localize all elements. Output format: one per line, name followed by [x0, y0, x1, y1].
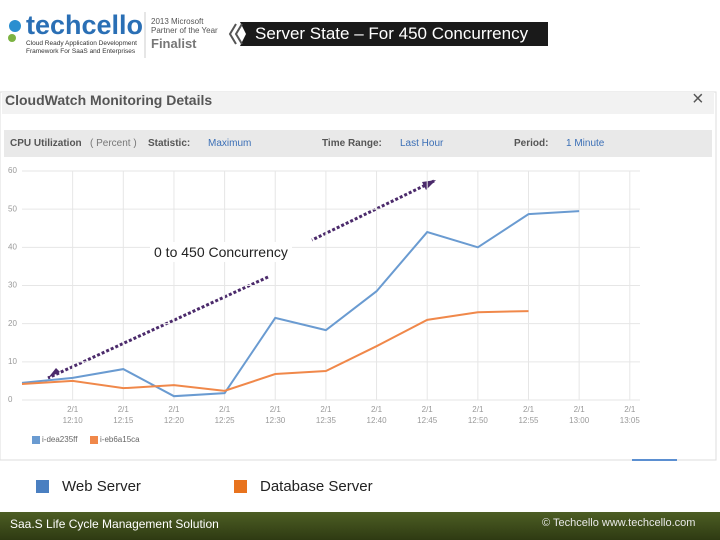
title-chevrons [228, 23, 243, 45]
annotation: 0 to 450 Concurrency [150, 242, 292, 262]
tagline: Cloud Ready Application Development Fram… [26, 40, 137, 55]
annotation-arrow [47, 179, 435, 380]
x-tick-label: 2/1 13:05 [619, 405, 640, 425]
x-tick-label: 2/1 12:45 [417, 405, 438, 425]
y-tick-label: 30 [8, 281, 17, 290]
footer-right: © Techcello www.techcello.com [542, 517, 696, 529]
y-tick-label: 20 [8, 319, 17, 328]
x-tick-label: 2/1 12:35 [315, 405, 336, 425]
chart-legend-swatch [90, 436, 98, 444]
x-tick-label: 2/1 12:15 [113, 405, 134, 425]
series-line [21, 210, 580, 398]
award: 2013 Microsoft Partner of the Year [151, 17, 218, 35]
legend-swatch [234, 480, 247, 493]
footer-bar [0, 512, 720, 540]
x-tick-label: 2/1 12:50 [467, 405, 488, 425]
toolbar [4, 130, 712, 157]
x-tick-label: 2/1 12:20 [163, 405, 184, 425]
x-tick-label: 2/1 13:00 [569, 405, 590, 425]
y-tick-label: 50 [8, 204, 17, 213]
logo-text: techcello [26, 10, 144, 40]
x-tick-label: 2/1 12:30 [265, 405, 286, 425]
metric: CPU Utilization [10, 138, 82, 149]
logo-mark [8, 34, 16, 42]
x-tick-label: 2/1 12:40 [366, 405, 387, 425]
statistic-select[interactable]: Maximum [208, 138, 252, 149]
chart-legend-label: i-dea235ff [42, 435, 78, 444]
y-tick-label: 0 [8, 395, 13, 404]
award-status: Finalist [151, 36, 197, 51]
x-tick-label: 2/1 12:55 [518, 405, 539, 425]
series-line [21, 310, 529, 392]
y-tick-label: 10 [8, 357, 17, 366]
statistic-label: Statistic: [148, 138, 191, 149]
dialog-header [2, 92, 714, 114]
period-label: Period: [514, 138, 549, 149]
x-tick-label: 2/1 12:10 [62, 405, 83, 425]
legend-swatch [36, 480, 49, 493]
legend-label: Database Server [260, 478, 373, 495]
y-tick-label: 40 [8, 242, 17, 251]
dialog-title: CloudWatch Monitoring Details [5, 92, 213, 108]
close-button[interactable]: × [692, 88, 704, 110]
range-label: Time Range: [322, 138, 382, 149]
metric-unit: ( Percent ) [90, 138, 137, 149]
slide-title: Server State – For 450 Concurrency [255, 24, 529, 43]
legend-label: Web Server [62, 478, 141, 495]
period-select[interactable]: 1 Minute [566, 138, 605, 149]
y-tick-label: 60 [8, 166, 17, 175]
x-tick-label: 2/1 12:25 [214, 405, 235, 425]
chart-legend-label: i-eb6a15ca [100, 435, 140, 444]
range-select[interactable]: Last Hour [400, 138, 444, 149]
logo-mark [9, 20, 21, 32]
title-bar [240, 22, 548, 46]
scrollbar [632, 459, 677, 461]
footer-left: Saa.S Life Cycle Management Solution [10, 517, 219, 531]
chart-legend-swatch [32, 436, 40, 444]
